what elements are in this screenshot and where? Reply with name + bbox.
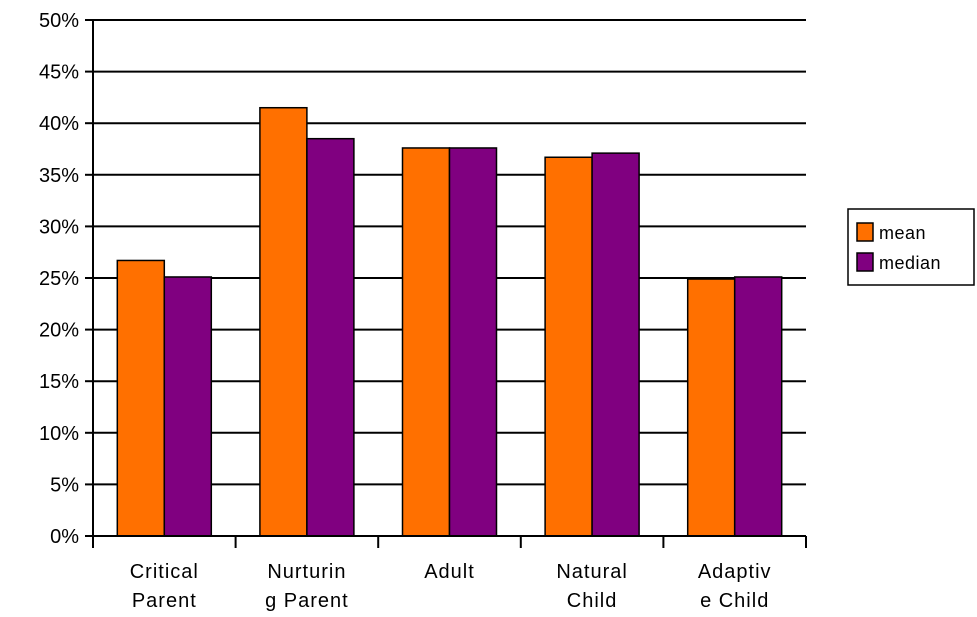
y-tick-label: 5%	[50, 474, 79, 496]
y-tick-label: 40%	[39, 113, 79, 135]
x-category-label: Adult	[424, 561, 475, 583]
legend-label-median: median	[879, 253, 941, 273]
y-tick-label: 45%	[39, 62, 79, 84]
legend-label-mean: mean	[879, 223, 926, 243]
bar-median	[163, 276, 213, 537]
y-tick-label: 30%	[39, 216, 79, 238]
y-tick-label: 15%	[39, 371, 79, 393]
y-tick-label: 35%	[39, 165, 79, 187]
bar-median	[306, 137, 355, 537]
y-tick-label: 10%	[39, 423, 79, 445]
legend: mean median	[847, 208, 975, 286]
bar-mean	[116, 259, 166, 537]
x-category-label: Child	[567, 590, 618, 612]
x-category-label: Critical	[130, 561, 199, 583]
bar-median	[733, 276, 783, 537]
x-category-label: Parent	[132, 590, 197, 612]
x-category-label: Nurturin	[267, 561, 346, 583]
axes	[92, 20, 807, 548]
legend-box	[847, 208, 975, 286]
x-category-label: Adaptiv	[698, 561, 772, 583]
bar-mean	[259, 106, 308, 537]
bar-median	[448, 147, 498, 537]
legend-swatch-median	[856, 252, 874, 272]
x-category-label: Natural	[556, 561, 627, 583]
x-axis-category-labels: Critical Parent Nurturin g Parent Adult Natur…	[130, 561, 772, 612]
x-category-label: g Parent	[265, 590, 349, 612]
bar-median	[591, 152, 640, 537]
y-tick-label: 0%	[50, 526, 79, 548]
x-category-label: e Child	[700, 590, 769, 612]
bar-mean	[401, 147, 451, 537]
bar-mean	[686, 278, 736, 537]
y-tick-label: 50%	[39, 10, 79, 32]
y-axis-tick-labels: 0% 5% 10% 15% 20% 25% 30% 35% 40% 45% 50%	[39, 10, 79, 548]
bars	[116, 106, 783, 537]
legend-swatch-mean	[856, 222, 874, 242]
y-tick-label: 25%	[39, 268, 79, 290]
bar-mean	[544, 156, 593, 537]
y-tick-label: 20%	[39, 320, 79, 342]
